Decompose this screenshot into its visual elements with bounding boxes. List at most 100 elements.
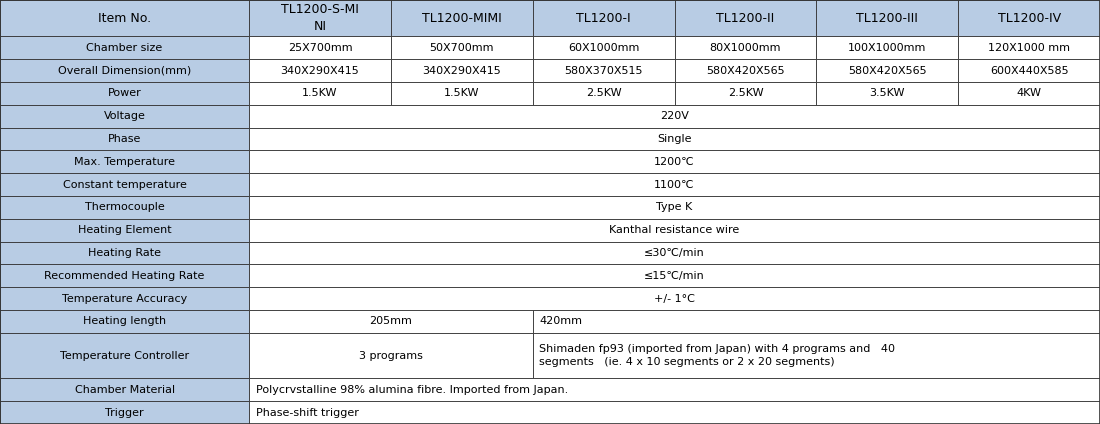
Text: 220V: 220V — [660, 111, 689, 121]
Bar — [0, 265, 249, 287]
Bar — [249, 173, 1100, 196]
Text: Kanthal resistance wire: Kanthal resistance wire — [609, 225, 739, 235]
Text: 1.5KW: 1.5KW — [444, 89, 480, 98]
Bar — [390, 36, 532, 59]
Bar — [958, 82, 1100, 105]
Text: Max. Temperature: Max. Temperature — [74, 157, 175, 167]
Text: TL1200-IV: TL1200-IV — [998, 12, 1060, 25]
Bar — [0, 59, 249, 82]
Text: TL1200-I: TL1200-I — [576, 12, 631, 25]
Bar — [249, 287, 1100, 310]
Bar — [249, 105, 1100, 128]
Text: 3.5KW: 3.5KW — [869, 89, 905, 98]
Text: Trigger: Trigger — [106, 407, 144, 418]
Text: 4KW: 4KW — [1016, 89, 1042, 98]
Bar — [532, 59, 674, 82]
Text: 2.5KW: 2.5KW — [728, 89, 763, 98]
Bar — [249, 242, 1100, 265]
Bar — [0, 310, 249, 333]
Text: Constant temperature: Constant temperature — [63, 180, 187, 190]
Text: Heating Rate: Heating Rate — [88, 248, 161, 258]
Text: 2.5KW: 2.5KW — [586, 89, 622, 98]
Text: Overall Dimension(mm): Overall Dimension(mm) — [58, 66, 191, 75]
Bar — [958, 59, 1100, 82]
Bar — [0, 333, 249, 378]
Bar — [249, 265, 1100, 287]
Text: ≤30℃/min: ≤30℃/min — [645, 248, 705, 258]
Text: Heating Element: Heating Element — [78, 225, 172, 235]
Text: TL1200-II: TL1200-II — [716, 12, 774, 25]
Bar — [674, 82, 816, 105]
Text: Type K: Type K — [657, 202, 693, 212]
Bar — [532, 36, 674, 59]
Text: 3 programs: 3 programs — [359, 351, 422, 361]
Text: 1100℃: 1100℃ — [654, 180, 695, 190]
Text: ≤15℃/min: ≤15℃/min — [645, 271, 705, 281]
Bar — [0, 378, 249, 401]
Text: 120X1000 mm: 120X1000 mm — [988, 43, 1070, 53]
Text: 600X440X585: 600X440X585 — [990, 66, 1068, 75]
Bar — [0, 128, 249, 151]
Bar — [249, 196, 1100, 219]
Bar — [249, 0, 390, 36]
Bar — [816, 82, 958, 105]
Bar — [0, 196, 249, 219]
Text: 1200℃: 1200℃ — [654, 157, 695, 167]
Text: 205mm: 205mm — [370, 316, 412, 326]
Text: Voltage: Voltage — [103, 111, 145, 121]
Bar — [816, 36, 958, 59]
Bar — [249, 82, 390, 105]
Bar — [0, 82, 249, 105]
Text: Thermocouple: Thermocouple — [85, 202, 165, 212]
Bar — [0, 151, 249, 173]
Bar — [0, 401, 249, 424]
Bar — [0, 242, 249, 265]
Bar — [249, 59, 390, 82]
Bar — [674, 0, 816, 36]
Text: 50X700mm: 50X700mm — [430, 43, 494, 53]
Text: 580X420X565: 580X420X565 — [706, 66, 784, 75]
Text: 25X700mm: 25X700mm — [288, 43, 352, 53]
Text: Temperature Controller: Temperature Controller — [60, 351, 189, 361]
Bar — [958, 36, 1100, 59]
Text: Item No.: Item No. — [98, 12, 151, 25]
Text: 60X1000mm: 60X1000mm — [568, 43, 639, 53]
Text: 80X1000mm: 80X1000mm — [710, 43, 781, 53]
Bar — [0, 105, 249, 128]
Text: 580X420X565: 580X420X565 — [848, 66, 926, 75]
Bar — [249, 151, 1100, 173]
Text: Polycrvstalline 98% alumina fibre. Imported from Japan.: Polycrvstalline 98% alumina fibre. Impor… — [255, 385, 568, 395]
Bar — [532, 310, 1100, 333]
Text: Chamber Material: Chamber Material — [75, 385, 175, 395]
Text: TL1200-S-MI
NI: TL1200-S-MI NI — [282, 3, 359, 33]
Text: 340X290X415: 340X290X415 — [280, 66, 360, 75]
Bar — [249, 333, 532, 378]
Text: +/- 1°C: +/- 1°C — [654, 294, 695, 304]
Bar — [532, 0, 674, 36]
Text: Single: Single — [658, 134, 692, 144]
Text: Power: Power — [108, 89, 142, 98]
Bar — [958, 0, 1100, 36]
Text: Chamber size: Chamber size — [87, 43, 163, 53]
Text: Shimaden fp93 (imported from Japan) with 4 programs and   40
segments   (ie. 4 x: Shimaden fp93 (imported from Japan) with… — [539, 344, 895, 367]
Bar — [0, 36, 249, 59]
Bar — [0, 219, 249, 242]
Text: 340X290X415: 340X290X415 — [422, 66, 502, 75]
Bar — [0, 0, 249, 36]
Bar — [249, 219, 1100, 242]
Bar — [816, 59, 958, 82]
Text: Recommended Heating Rate: Recommended Heating Rate — [44, 271, 205, 281]
Bar — [249, 401, 1100, 424]
Text: Heating length: Heating length — [82, 316, 166, 326]
Bar — [674, 36, 816, 59]
Text: 580X370X515: 580X370X515 — [564, 66, 642, 75]
Text: 100X1000mm: 100X1000mm — [848, 43, 926, 53]
Text: Phase: Phase — [108, 134, 141, 144]
Text: Temperature Accuracy: Temperature Accuracy — [62, 294, 187, 304]
Text: TL1200-III: TL1200-III — [856, 12, 918, 25]
Bar — [390, 59, 532, 82]
Bar — [0, 287, 249, 310]
Bar — [390, 82, 532, 105]
Text: Phase-shift trigger: Phase-shift trigger — [255, 407, 359, 418]
Bar — [390, 0, 532, 36]
